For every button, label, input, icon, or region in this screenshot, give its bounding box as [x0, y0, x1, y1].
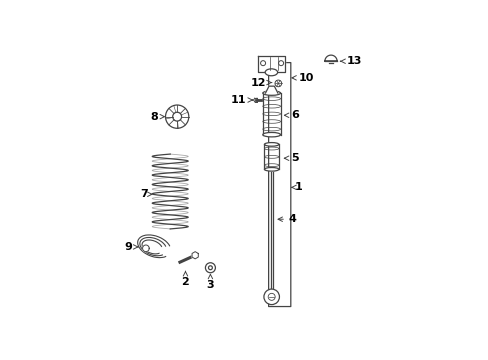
Ellipse shape — [264, 143, 278, 146]
Text: 12: 12 — [250, 77, 271, 87]
Text: 8: 8 — [150, 112, 164, 122]
Text: 5: 5 — [284, 153, 298, 163]
Text: 9: 9 — [124, 242, 138, 252]
Ellipse shape — [264, 69, 277, 76]
Circle shape — [278, 61, 283, 66]
Circle shape — [274, 80, 281, 87]
Circle shape — [208, 266, 212, 270]
Text: 10: 10 — [291, 73, 314, 83]
Text: 11: 11 — [230, 95, 252, 105]
Polygon shape — [192, 252, 198, 259]
Circle shape — [260, 61, 265, 66]
Ellipse shape — [262, 132, 280, 137]
Polygon shape — [324, 55, 336, 61]
Text: 6: 6 — [284, 110, 298, 120]
Text: 4: 4 — [278, 214, 296, 224]
Text: 2: 2 — [181, 271, 189, 287]
Text: 7: 7 — [140, 189, 152, 199]
Circle shape — [264, 289, 279, 305]
Circle shape — [267, 293, 275, 300]
Text: 3: 3 — [206, 274, 214, 290]
Circle shape — [205, 263, 215, 273]
Text: 13: 13 — [340, 56, 361, 66]
Ellipse shape — [262, 91, 280, 95]
Circle shape — [172, 112, 181, 121]
Ellipse shape — [264, 167, 278, 171]
Polygon shape — [270, 172, 272, 288]
Circle shape — [165, 105, 188, 128]
Polygon shape — [265, 86, 277, 93]
Polygon shape — [142, 245, 149, 252]
Polygon shape — [257, 56, 285, 72]
Text: 1: 1 — [291, 183, 302, 192]
